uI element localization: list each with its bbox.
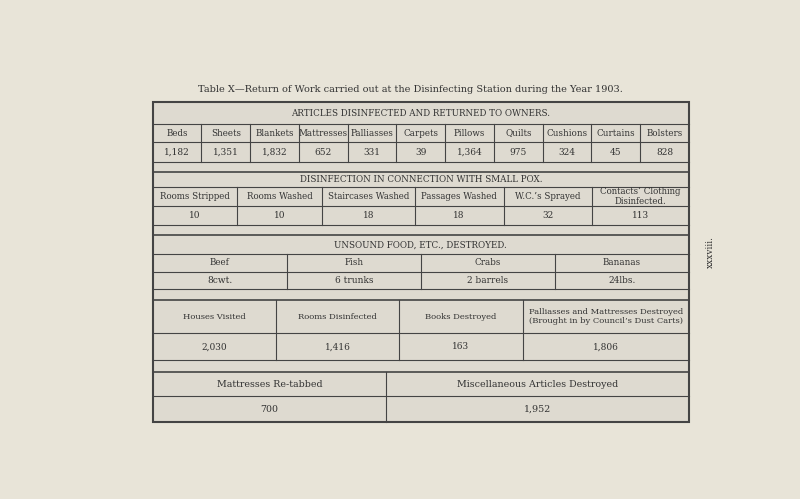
Text: UNSOUND FOOD, ETC., DESTROYED.: UNSOUND FOOD, ETC., DESTROYED. <box>334 240 507 249</box>
Text: Sheets: Sheets <box>211 129 241 138</box>
Text: 32: 32 <box>542 211 554 220</box>
Text: 700: 700 <box>260 405 278 414</box>
Text: Staircases Washed: Staircases Washed <box>328 192 409 201</box>
Text: 1,182: 1,182 <box>164 148 190 157</box>
Text: Books Destroyed: Books Destroyed <box>426 313 497 321</box>
Text: Beef: Beef <box>210 258 230 267</box>
Text: 45: 45 <box>610 148 622 157</box>
Text: Fish: Fish <box>344 258 363 267</box>
Text: 39: 39 <box>415 148 426 157</box>
Text: 331: 331 <box>363 148 381 157</box>
Text: 1,832: 1,832 <box>262 148 287 157</box>
Text: xxxviii.: xxxviii. <box>706 236 715 267</box>
Text: Cushions: Cushions <box>546 129 588 138</box>
Text: 18: 18 <box>362 211 374 220</box>
Text: 8cwt.: 8cwt. <box>207 276 232 285</box>
Text: 828: 828 <box>656 148 673 157</box>
Text: 652: 652 <box>314 148 332 157</box>
Text: 1,351: 1,351 <box>213 148 238 157</box>
Text: Houses Visited: Houses Visited <box>183 313 246 321</box>
Text: Carpets: Carpets <box>403 129 438 138</box>
Text: 163: 163 <box>452 342 470 351</box>
Text: Blankets: Blankets <box>255 129 294 138</box>
Text: 975: 975 <box>510 148 527 157</box>
Text: 324: 324 <box>558 148 576 157</box>
Text: Crabs: Crabs <box>474 258 501 267</box>
Text: Bolsters: Bolsters <box>646 129 682 138</box>
Text: ARTICLES DISINFECTED AND RETURNED TO OWNERS.: ARTICLES DISINFECTED AND RETURNED TO OWN… <box>291 108 550 117</box>
Text: Passages Washed: Passages Washed <box>422 192 497 201</box>
Text: 2,030: 2,030 <box>202 342 227 351</box>
Text: Mattresses: Mattresses <box>298 129 348 138</box>
Text: 1,952: 1,952 <box>524 405 551 414</box>
Text: 2 barrels: 2 barrels <box>467 276 509 285</box>
Text: DISINFECTION IN CONNECTION WITH SMALL POX.: DISINFECTION IN CONNECTION WITH SMALL PO… <box>300 175 542 184</box>
Text: 1,416: 1,416 <box>325 342 350 351</box>
Text: Bananas: Bananas <box>603 258 641 267</box>
Text: 10: 10 <box>274 211 286 220</box>
Text: Rooms Washed: Rooms Washed <box>247 192 313 201</box>
Text: Contacts’ Clothing
Disinfected.: Contacts’ Clothing Disinfected. <box>600 187 681 206</box>
Text: 113: 113 <box>632 211 649 220</box>
Text: 18: 18 <box>454 211 465 220</box>
Text: 24lbs.: 24lbs. <box>608 276 636 285</box>
Text: 10: 10 <box>190 211 201 220</box>
Text: Palliasses: Palliasses <box>350 129 394 138</box>
Text: Rooms Disinfected: Rooms Disinfected <box>298 313 377 321</box>
Text: Mattresses Re-tabbed: Mattresses Re-tabbed <box>217 380 322 389</box>
Bar <box>153 102 689 422</box>
Text: Pillows: Pillows <box>454 129 486 138</box>
Text: 1,364: 1,364 <box>457 148 482 157</box>
Text: 6 trunks: 6 trunks <box>334 276 373 285</box>
Text: Palliasses and Mattresses Destroyed
(Brought in by Council’s Dust Carts): Palliasses and Mattresses Destroyed (Bro… <box>529 308 683 325</box>
Text: 1,806: 1,806 <box>593 342 618 351</box>
Text: Beds: Beds <box>166 129 188 138</box>
Text: Table X—Return of Work carried out at the Disinfecting Station during the Year 1: Table X—Return of Work carried out at th… <box>198 85 622 94</box>
Text: Quilts: Quilts <box>505 129 532 138</box>
Text: Rooms Stripped: Rooms Stripped <box>160 192 230 201</box>
Text: W.C.’s Sprayed: W.C.’s Sprayed <box>515 192 581 201</box>
Text: Curtains: Curtains <box>597 129 635 138</box>
Text: Miscellaneous Articles Destroyed: Miscellaneous Articles Destroyed <box>457 380 618 389</box>
